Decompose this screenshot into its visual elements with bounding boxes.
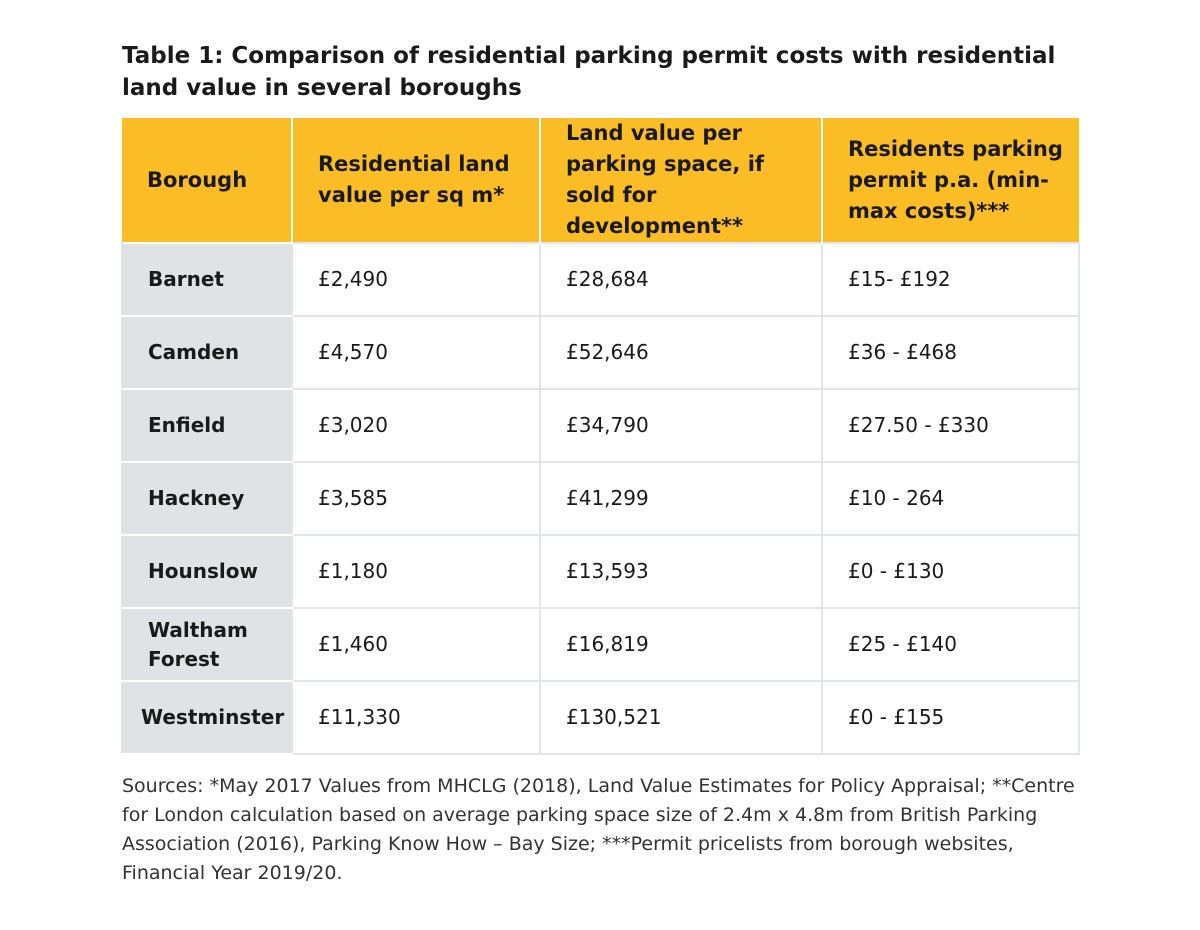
permit-cost-cell: £15- £192 xyxy=(821,242,1080,317)
header-permit-cost: Residents parking permit p.a. (min-max c… xyxy=(822,118,1079,243)
table-row: Waltham Forest £1,460 £16,819 £25 - £140 xyxy=(121,607,1080,682)
table-title: Table 1: Comparison of residential parki… xyxy=(122,43,1056,101)
land-value-sqm-cell: £1,460 xyxy=(291,607,541,682)
permit-cost-cell: £10 - 264 xyxy=(821,461,1080,536)
land-value-sqm-cell: £11,330 xyxy=(291,680,541,755)
parking-permit-table: Borough Residential land value per sq m*… xyxy=(121,118,1080,755)
land-value-space-cell: £130,521 xyxy=(539,680,823,755)
table-row: Barnet £2,490 £28,684 £15- £192 xyxy=(121,242,1080,317)
table-row: Hounslow £1,180 £13,593 £0 - £130 xyxy=(121,534,1080,609)
land-value-space-cell: £16,819 xyxy=(539,607,823,682)
land-value-space-cell: £41,299 xyxy=(539,461,823,536)
land-value-sqm-cell: £1,180 xyxy=(291,534,541,609)
land-value-space-cell: £28,684 xyxy=(539,242,823,317)
borough-cell: Enfield xyxy=(121,388,293,463)
table-row: Hackney £3,585 £41,299 £10 - 264 xyxy=(121,461,1080,536)
sources-note: Sources: *May 2017 Values from MHCLG (20… xyxy=(122,775,1075,884)
land-value-space-cell: £13,593 xyxy=(539,534,823,609)
borough-cell: Hounslow xyxy=(121,534,293,609)
table-row: Camden £4,570 £52,646 £36 - £468 xyxy=(121,315,1080,390)
permit-cost-cell: £27.50 - £330 xyxy=(821,388,1080,463)
permit-cost-cell: £0 - £130 xyxy=(821,534,1080,609)
land-value-sqm-cell: £3,585 xyxy=(291,461,541,536)
header-land-value-space: Land value per parking space, if sold fo… xyxy=(540,118,823,243)
borough-cell: Waltham Forest xyxy=(121,607,293,682)
land-value-space-cell: £52,646 xyxy=(539,315,823,390)
table-header-row: Borough Residential land value per sq m*… xyxy=(122,118,1079,243)
borough-cell: Westminster xyxy=(121,680,293,755)
land-value-sqm-cell: £4,570 xyxy=(291,315,541,390)
borough-cell: Camden xyxy=(121,315,293,390)
permit-cost-cell: £0 - £155 xyxy=(821,680,1080,755)
land-value-sqm-cell: £3,020 xyxy=(291,388,541,463)
header-land-value-sqm: Residential land value per sq m* xyxy=(292,118,541,243)
header-borough: Borough xyxy=(122,118,293,243)
permit-cost-cell: £25 - £140 xyxy=(821,607,1080,682)
borough-cell: Barnet xyxy=(121,242,293,317)
table-row: Westminster £11,330 £130,521 £0 - £155 xyxy=(121,680,1080,755)
land-value-sqm-cell: £2,490 xyxy=(291,242,541,317)
borough-cell: Hackney xyxy=(121,461,293,536)
permit-cost-cell: £36 - £468 xyxy=(821,315,1080,390)
land-value-space-cell: £34,790 xyxy=(539,388,823,463)
table-row: Enfield £3,020 £34,790 £27.50 - £330 xyxy=(121,388,1080,463)
